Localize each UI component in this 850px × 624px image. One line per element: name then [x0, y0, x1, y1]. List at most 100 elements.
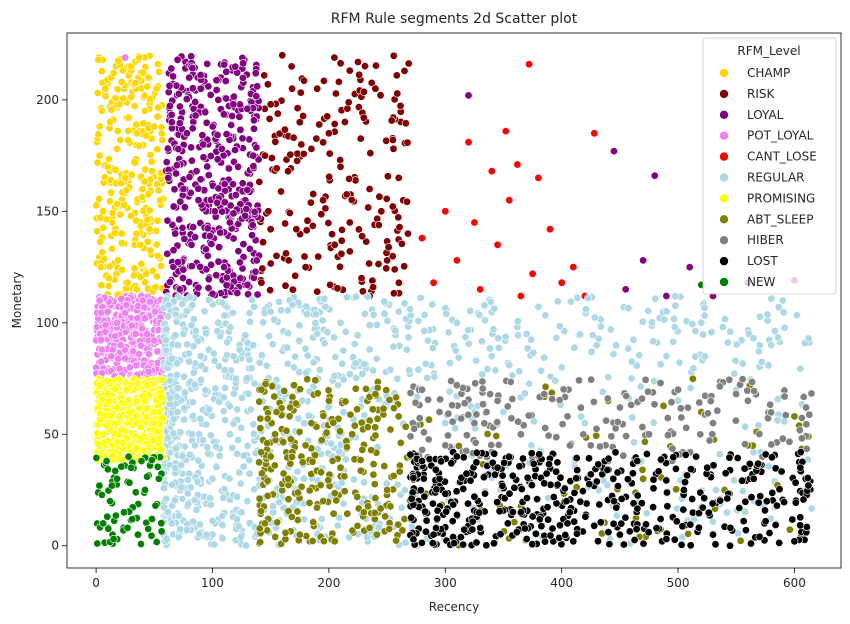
- scatter-point: [358, 232, 367, 241]
- scatter-point: [191, 111, 200, 120]
- legend-label: CANT_LOSE: [747, 150, 817, 164]
- scatter-point: [233, 449, 242, 458]
- scatter-point: [790, 537, 799, 546]
- scatter-point: [189, 223, 198, 232]
- scatter-point: [528, 269, 537, 278]
- scatter-point: [452, 510, 461, 519]
- scatter-point: [239, 451, 248, 460]
- scatter-point: [142, 412, 151, 421]
- scatter-point: [271, 137, 280, 146]
- scatter-point: [163, 216, 172, 225]
- scatter-point: [374, 259, 383, 268]
- scatter-point: [216, 228, 225, 237]
- scatter-point: [147, 157, 156, 166]
- scatter-point: [333, 284, 342, 293]
- scatter-point: [443, 431, 452, 440]
- scatter-point: [429, 530, 438, 539]
- scatter-point: [180, 415, 189, 424]
- scatter-point: [176, 428, 185, 437]
- scatter-point: [424, 435, 433, 444]
- scatter-point: [236, 274, 245, 283]
- scatter-point: [245, 456, 254, 465]
- scatter-point: [505, 196, 514, 205]
- scatter-point: [682, 423, 691, 432]
- scatter-point: [718, 322, 727, 331]
- scatter-point: [143, 381, 152, 390]
- scatter-point: [464, 326, 473, 335]
- scatter-point: [351, 359, 360, 368]
- scatter-point: [162, 494, 171, 503]
- scatter-point: [194, 184, 203, 193]
- scatter-point: [740, 422, 749, 431]
- scatter-point: [203, 59, 212, 68]
- scatter-point: [168, 480, 177, 489]
- scatter-point: [109, 534, 118, 543]
- scatter-point: [429, 278, 438, 287]
- scatter-point: [288, 84, 297, 93]
- scatter-point: [546, 531, 555, 540]
- scatter-point: [667, 398, 676, 407]
- scatter-point: [334, 77, 343, 86]
- scatter-point: [706, 397, 715, 406]
- scatter-point: [445, 387, 454, 396]
- scatter-point: [241, 331, 250, 340]
- scatter-point: [233, 492, 242, 501]
- scatter-point: [95, 481, 104, 490]
- scatter-point: [132, 229, 141, 238]
- scatter-point: [433, 514, 442, 523]
- scatter-point: [107, 244, 116, 253]
- scatter-point: [560, 327, 569, 336]
- scatter-point: [345, 247, 354, 256]
- y-tick-label: 0: [51, 539, 59, 553]
- scatter-point: [171, 496, 180, 505]
- scatter-point: [113, 474, 122, 483]
- y-tick-label: 150: [36, 204, 59, 218]
- scatter-point: [531, 529, 540, 538]
- scatter-point: [493, 240, 502, 249]
- scatter-point: [276, 187, 285, 196]
- scatter-point: [99, 519, 108, 528]
- x-tick-label: 600: [783, 576, 806, 590]
- scatter-point: [592, 477, 601, 486]
- scatter-point: [204, 283, 213, 292]
- scatter-point: [587, 375, 596, 384]
- scatter-point: [632, 525, 641, 534]
- scatter-point: [263, 476, 272, 485]
- scatter-point: [613, 468, 622, 477]
- scatter-point: [113, 200, 122, 209]
- scatter-point: [527, 481, 536, 490]
- scatter-point: [167, 118, 176, 127]
- scatter-point: [707, 328, 716, 337]
- scatter-point: [503, 402, 512, 411]
- scatter-point: [274, 497, 283, 506]
- scatter-point: [603, 465, 612, 474]
- scatter-point: [356, 134, 365, 143]
- scatter-point: [466, 306, 475, 315]
- scatter-point: [275, 129, 284, 138]
- scatter-point: [185, 357, 194, 366]
- scatter-point: [799, 392, 808, 401]
- scatter-point: [662, 291, 671, 300]
- scatter-point: [754, 347, 763, 356]
- scatter-point: [99, 207, 108, 216]
- scatter-point: [109, 69, 118, 78]
- scatter-point: [762, 497, 771, 506]
- scatter-point: [774, 303, 783, 312]
- scatter-point: [544, 515, 553, 524]
- scatter-point: [169, 72, 178, 81]
- scatter-point: [401, 422, 410, 431]
- scatter-point: [143, 237, 152, 246]
- scatter-point: [681, 450, 690, 459]
- scatter-point: [525, 60, 534, 69]
- scatter-point: [482, 541, 491, 550]
- y-tick-label: 200: [36, 93, 59, 107]
- scatter-point: [686, 383, 695, 392]
- scatter-point: [463, 499, 472, 508]
- scatter-point: [415, 414, 424, 423]
- scatter-point: [588, 331, 597, 340]
- scatter-point: [284, 167, 293, 176]
- scatter-point: [299, 149, 308, 158]
- scatter-point: [289, 133, 298, 142]
- scatter-point: [594, 460, 603, 469]
- scatter-point: [796, 364, 805, 373]
